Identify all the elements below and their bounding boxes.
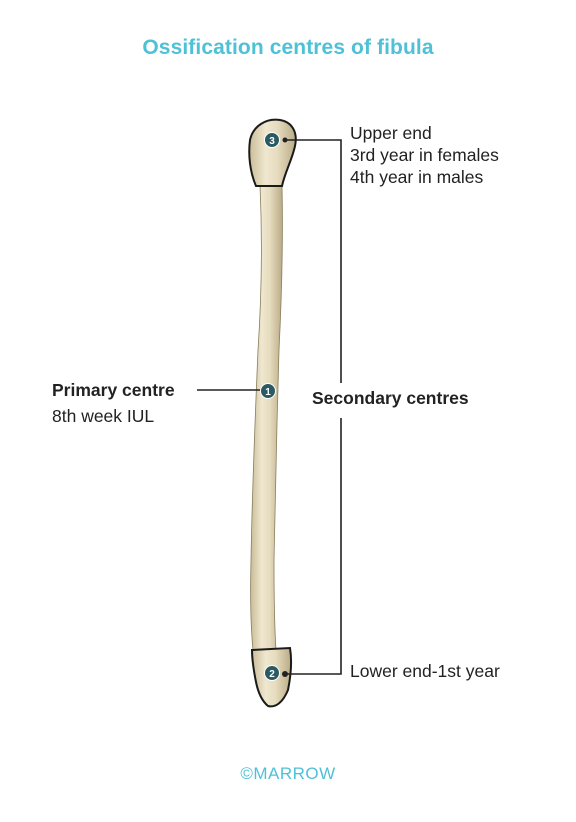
fibula-upper-end — [248, 118, 297, 187]
upper-end-dot — [282, 137, 288, 143]
marker-1: 1 — [260, 383, 276, 399]
upper-end-label-2: 3rd year in females — [350, 145, 499, 165]
lower-end-dot — [282, 671, 288, 677]
upper-end-label-1: Upper end — [350, 123, 432, 143]
page-title: Ossification centres of fibula — [142, 36, 434, 59]
primary-centre-subtitle: 8th week IUL — [52, 406, 155, 426]
marker-1-label: 1 — [265, 387, 271, 398]
primary-centre-title: Primary centre — [52, 380, 175, 400]
upper-end-label-3: 4th year in males — [350, 167, 484, 187]
marker-2: 2 — [264, 665, 280, 681]
secondary-bracket — [285, 139, 342, 675]
lower-end-label: Lower end-1st year — [350, 661, 500, 681]
marker-3: 3 — [264, 132, 280, 148]
marker-2-label: 2 — [269, 669, 275, 680]
secondary-centres-label: Secondary centres — [312, 388, 469, 408]
copyright-logo: ©MARROW — [240, 764, 336, 783]
marker-3-label: 3 — [269, 136, 275, 147]
fibula-shaft — [250, 184, 283, 651]
